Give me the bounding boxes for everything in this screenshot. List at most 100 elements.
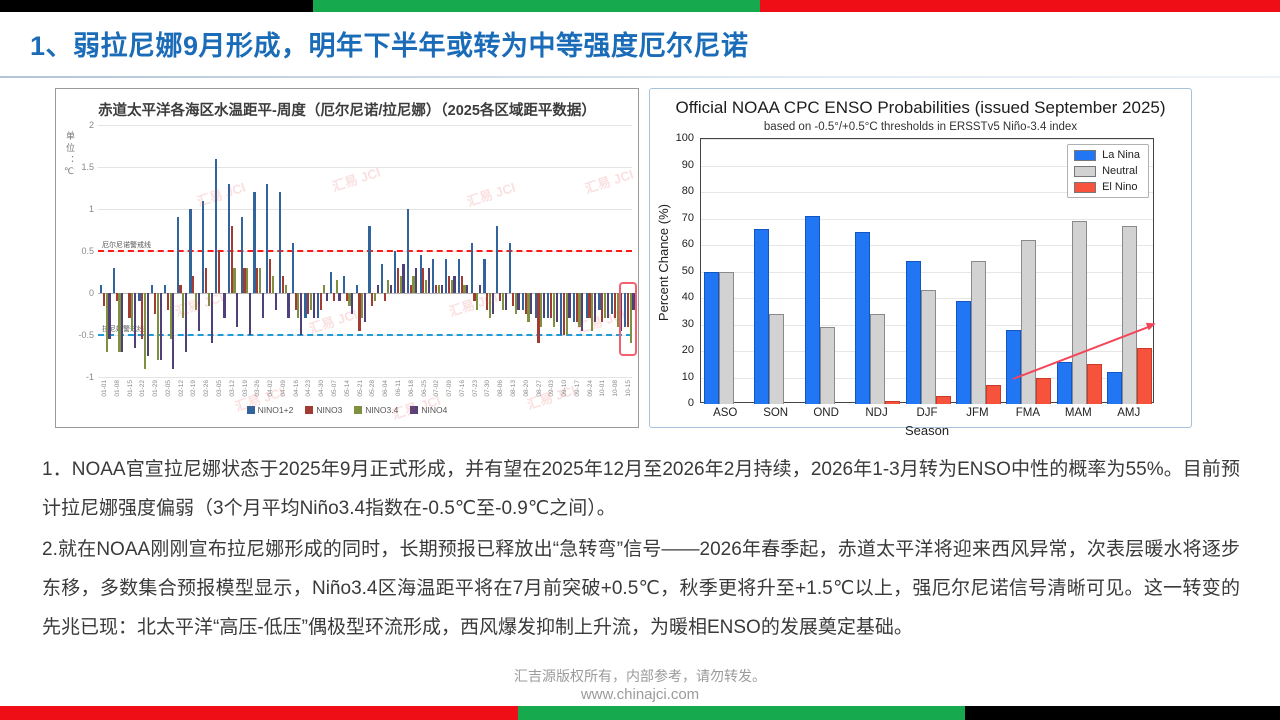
bar [1122,226,1138,404]
title-divider [0,76,1280,78]
x-tick-label: OND [813,407,839,419]
gridline [701,271,1153,273]
bar [355,284,358,293]
x-tick-label: 07-09 [446,380,454,397]
gridline [98,125,632,126]
bar [138,293,141,302]
bar [373,293,377,302]
y-tick-label: 0.5 [81,246,94,256]
bar [483,259,486,293]
x-tick-label: 03-12 [228,380,236,397]
bar [623,293,627,327]
left-chart-panel: 赤道太平洋各海区水温距平-周度（厄尔尼诺/拉尼娜）（2025各区域距平数据） 单… [55,88,639,428]
right-chart-plot: La Nina Neutral El Nino [700,138,1158,404]
bar [364,293,367,323]
legend-item: La Nina [1074,149,1140,161]
bar [521,293,524,310]
bar [128,293,131,319]
bar [955,300,971,404]
bar [195,293,198,310]
bar [310,293,313,310]
bar [435,284,438,293]
bar [542,293,546,319]
x-tick-label: DJF [916,407,938,419]
x-tick-label: 02-05 [164,380,172,397]
y-tick-label: -1 [85,372,94,382]
bar [332,293,336,302]
bar [304,293,307,319]
bar [348,293,351,306]
x-tick-label: 01-22 [139,380,147,397]
bar [572,293,576,323]
bar [614,293,617,319]
bar [258,267,262,293]
y-tick-label: 80 [681,185,694,197]
y-tick-label: 90 [681,158,694,171]
bar [534,293,537,319]
bar [100,284,103,293]
x-tick-label: 06-04 [382,380,390,397]
bar [317,293,320,319]
bar [312,293,316,319]
y-tick-label: 10 [681,370,694,383]
right-chart-x-axis-label: Season [904,423,950,438]
x-tick-label: 06-18 [407,380,415,397]
bottom-bar-green [518,706,965,720]
bar [754,229,770,404]
bar [616,293,619,327]
bar [1107,372,1123,404]
bar [351,293,354,314]
highlight-box [618,282,637,356]
bar [470,242,473,293]
bar [281,276,284,293]
bar [141,293,144,340]
legend-item: El Nino [1074,181,1140,193]
bar [425,280,428,293]
top-bar-red [760,0,1280,12]
bar [504,293,507,310]
bar [457,259,461,293]
bar [197,293,201,331]
x-tick-label: 10-01 [599,380,607,397]
bar [804,215,820,404]
legend-item: NINO3 [305,405,342,415]
bar [1137,348,1153,404]
bar [1056,361,1072,404]
bar [970,260,986,404]
bar [1036,377,1052,404]
top-bar-green [313,0,760,12]
x-tick-label: 08-06 [497,380,505,397]
bar [419,255,422,293]
bar [105,293,108,352]
bar [508,242,512,293]
bar [476,293,479,310]
bar [159,293,162,361]
footer-copyright: 汇吉源版权所有，内部参考，请勿转发。 [514,668,766,684]
bar [905,260,921,404]
bar [819,327,835,404]
x-tick-label: 01-15 [126,380,134,397]
bar [562,293,566,335]
bar [182,293,185,319]
bar [935,396,951,404]
bar [230,225,233,293]
y-tick-label: 40 [681,291,694,303]
analysis-paragraph-1: 1．NOAA官宣拉尼娜状态于2025年9月正式形成，并有望在2025年12月至2… [42,459,1240,519]
bar [578,293,581,327]
bar [274,293,277,310]
x-tick-label: 10-08 [612,380,620,397]
bar [460,276,463,293]
bar [575,293,578,323]
bar [412,276,415,293]
legend-swatch [1074,165,1097,177]
bar [268,259,272,293]
x-tick-label: MAM [1064,407,1092,419]
bar [409,284,412,293]
x-tick-label: 09-24 [586,380,594,397]
right-chart-panel: Official NOAA CPC ENSO Probabilities (is… [649,88,1192,438]
page-title: 1、弱拉尼娜9月形成，明年下半年或转为中等强度厄尔尼诺 [30,31,749,61]
bar [102,293,105,306]
bar [594,293,597,323]
bar [530,293,533,314]
x-tick-label: 07-16 [458,380,466,397]
